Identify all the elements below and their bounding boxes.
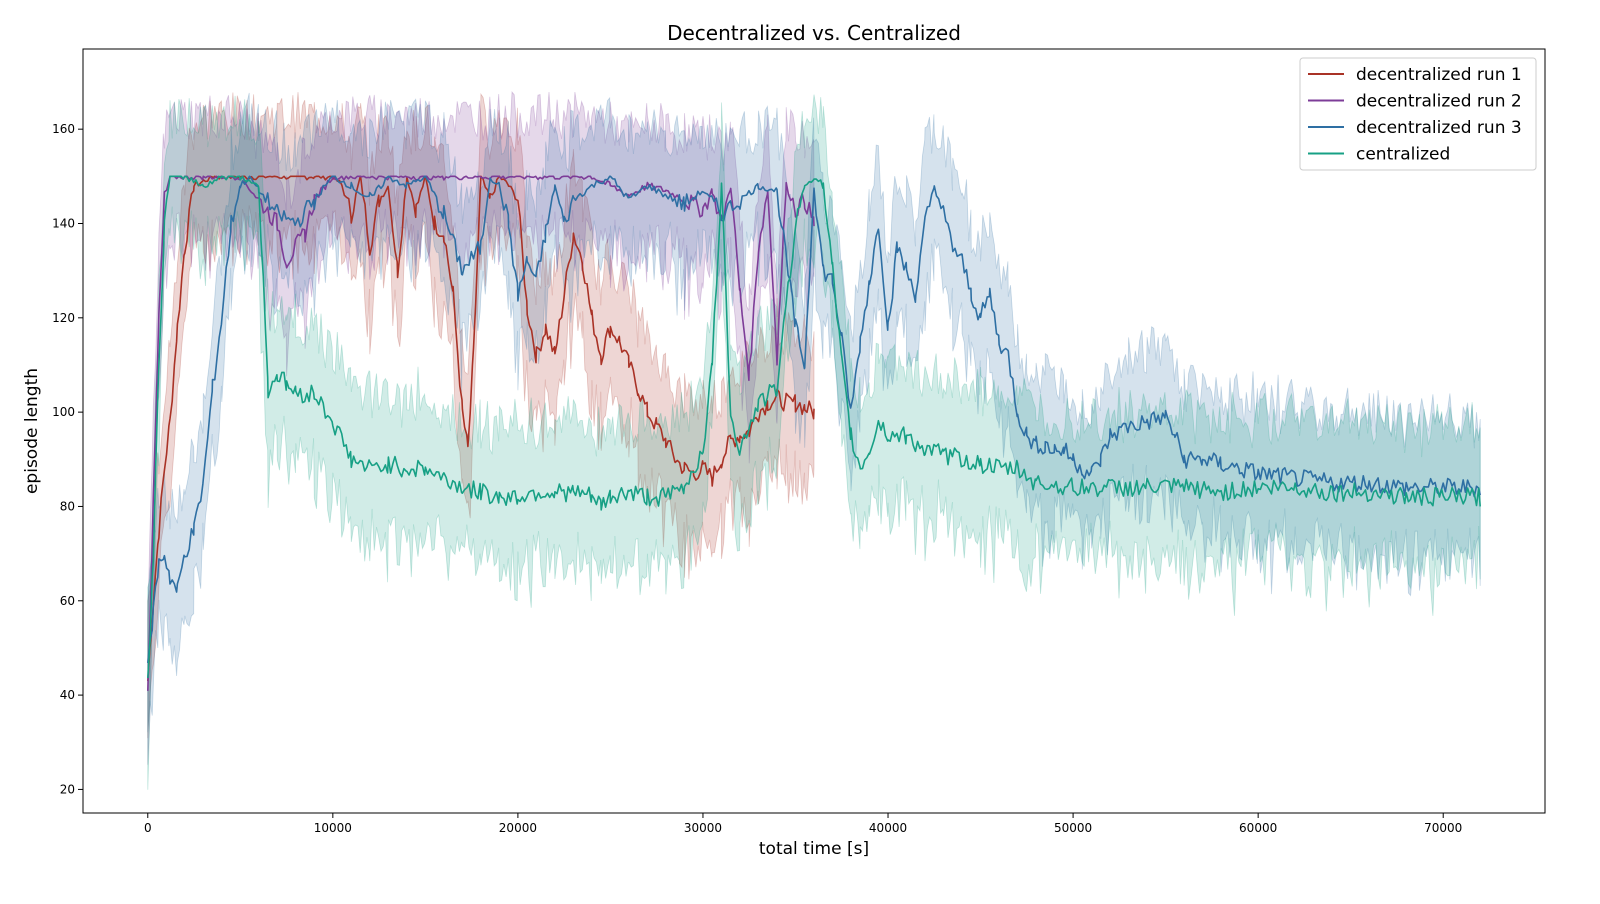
y-tick-label: 120 <box>52 311 75 325</box>
chart-title: Decentralized vs. Centralized <box>667 21 961 45</box>
confidence-band <box>147 94 1481 790</box>
legend-label: decentralized run 1 <box>1356 65 1522 85</box>
confidence-band <box>147 92 815 739</box>
y-axis: 20 40 60 80 100 120 140 160 <box>52 122 83 796</box>
series-lines <box>147 175 1481 691</box>
x-tick-label: 70000 <box>1424 821 1462 835</box>
confidence-band <box>147 90 815 765</box>
series-line <box>147 175 1481 663</box>
legend: decentralized run 1 decentralized run 2 de… <box>1299 57 1537 171</box>
plot-frame <box>82 48 1546 814</box>
x-tick-label: 50000 <box>1054 821 1092 835</box>
y-tick-label: 20 <box>60 782 75 796</box>
y-tick-label: 100 <box>52 405 75 419</box>
series-line <box>147 175 1481 679</box>
y-tick-label: 80 <box>60 499 75 513</box>
x-axis-label: total time [s] <box>759 839 869 859</box>
x-tick-label: 30000 <box>684 821 722 835</box>
series-line <box>147 175 815 682</box>
series-line <box>147 175 815 691</box>
y-tick-label: 40 <box>60 688 75 702</box>
y-axis-label: episode length <box>22 368 42 494</box>
legend-label: decentralized run 2 <box>1356 92 1522 112</box>
x-tick-label: 10000 <box>314 821 352 835</box>
y-tick-label: 60 <box>60 594 75 608</box>
x-axis: 0 10000 20000 30000 40000 50000 60000 70000 <box>144 813 1462 835</box>
legend-label: decentralized run 3 <box>1356 118 1522 138</box>
x-tick-label: 40000 <box>869 821 907 835</box>
y-tick-label: 140 <box>52 216 75 230</box>
legend-box <box>1299 57 1537 171</box>
legend-label: centralized <box>1356 145 1450 165</box>
x-tick-label: 0 <box>144 821 152 835</box>
x-tick-label: 60000 <box>1239 821 1277 835</box>
x-tick-label: 20000 <box>499 821 537 835</box>
y-tick-label: 160 <box>52 122 75 136</box>
